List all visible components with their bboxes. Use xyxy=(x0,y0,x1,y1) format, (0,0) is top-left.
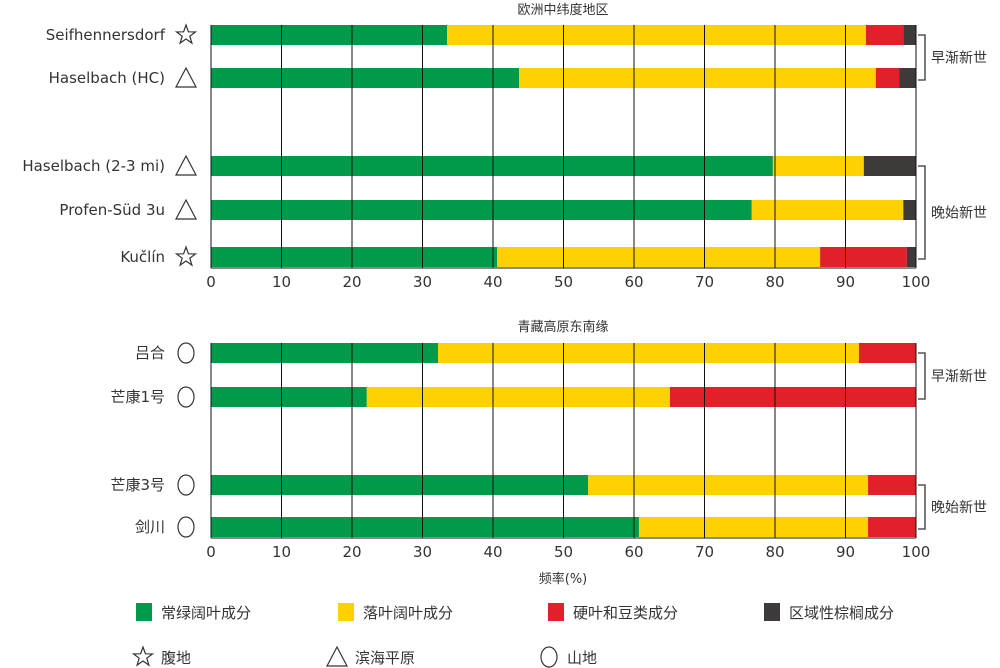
bar-segment-evergreen xyxy=(211,200,752,220)
bar-segment-sclerophyll xyxy=(868,475,916,495)
x-tick-label: 90 xyxy=(836,543,855,561)
bar-segment-evergreen xyxy=(211,25,448,45)
x-axis-label: 频率(%) xyxy=(539,571,588,587)
bar-segment-palm xyxy=(899,68,916,88)
bar-segment-deciduous xyxy=(447,25,866,45)
star-icon xyxy=(131,645,155,667)
legend-marker-label: 山地 xyxy=(567,649,597,667)
x-tick-label: 30 xyxy=(413,273,432,291)
triangle-icon xyxy=(175,66,197,88)
x-tick-label: 10 xyxy=(272,543,291,561)
x-tick-label: 100 xyxy=(902,273,931,291)
category-label: Haselbach (HC) xyxy=(49,69,165,87)
triangle-icon xyxy=(175,198,197,220)
legend-swatch-deciduous xyxy=(338,603,354,621)
bar-segment-evergreen xyxy=(211,517,639,537)
category-label: 吕合 xyxy=(135,344,165,362)
x-tick-label: 10 xyxy=(272,273,291,291)
bar-segment-deciduous xyxy=(519,68,876,88)
group-label: 早渐新世 xyxy=(931,51,987,67)
bar-segment-evergreen xyxy=(211,387,367,407)
bar-segment-sclerophyll xyxy=(669,387,916,407)
bar-segment-deciduous xyxy=(497,247,821,267)
bar-segment-deciduous xyxy=(366,387,670,407)
bar-segment-sclerophyll xyxy=(858,343,916,363)
bar-segment-evergreen xyxy=(211,475,589,495)
legend-marker-label: 腹地 xyxy=(161,649,191,667)
group-label: 晚始新世 xyxy=(931,500,987,516)
bar-segment-evergreen xyxy=(211,247,498,267)
category-label: Kučlín xyxy=(120,248,165,266)
legend-label: 硬叶和豆类成分 xyxy=(573,604,678,622)
x-tick-label: 100 xyxy=(902,543,931,561)
x-tick-label: 30 xyxy=(413,543,432,561)
chart-title: 青藏高原东南缘 xyxy=(517,319,608,335)
bar-segment-deciduous xyxy=(751,200,904,220)
x-tick-label: 20 xyxy=(342,273,361,291)
legend-swatch-evergreen xyxy=(136,603,152,621)
bar-segment-sclerophyll xyxy=(875,68,900,88)
circle-icon xyxy=(177,474,195,496)
group-bracket xyxy=(918,165,926,260)
triangle-icon xyxy=(175,154,197,176)
x-tick-label: 40 xyxy=(483,273,502,291)
chart-title: 欧洲中纬度地区 xyxy=(517,2,608,18)
legend-swatch-sclerophyll xyxy=(548,603,564,621)
x-tick-label: 70 xyxy=(695,273,714,291)
category-label: Profen-Süd 3u xyxy=(59,201,165,219)
group-label: 晚始新世 xyxy=(931,206,987,222)
bar-segment-palm xyxy=(863,156,916,176)
x-tick-label: 90 xyxy=(836,273,855,291)
group-bracket xyxy=(918,352,926,400)
bar-segment-evergreen xyxy=(211,156,773,176)
legend-label: 区域性棕榈成分 xyxy=(789,604,894,622)
category-label: 芒康3号 xyxy=(110,476,165,494)
category-label: Seifhennersdorf xyxy=(46,26,166,44)
circle-icon xyxy=(177,342,195,364)
legend-marker-label: 滨海平原 xyxy=(355,649,415,667)
circle-icon xyxy=(540,646,558,668)
category-label: Haselbach (2-3 mi) xyxy=(22,157,165,175)
group-label: 早渐新世 xyxy=(931,369,987,385)
bar-segment-evergreen xyxy=(211,68,520,88)
category-label: 剑川 xyxy=(135,518,165,536)
bar-segment-deciduous xyxy=(772,156,864,176)
circle-icon xyxy=(177,386,195,408)
group-bracket xyxy=(918,34,926,81)
x-tick-label: 0 xyxy=(206,543,216,561)
bar-segment-sclerophyll xyxy=(865,25,904,45)
bar-segment-palm xyxy=(906,247,916,267)
bar-segment-palm xyxy=(903,200,916,220)
x-tick-label: 70 xyxy=(695,543,714,561)
x-tick-label: 60 xyxy=(624,543,643,561)
x-tick-label: 80 xyxy=(765,273,784,291)
legend-swatch-palm xyxy=(764,603,780,621)
category-label: 芒康1号 xyxy=(110,388,165,406)
legend-label: 常绿阔叶成分 xyxy=(161,604,251,622)
group-bracket xyxy=(918,484,926,530)
bar-segment-deciduous xyxy=(638,517,869,537)
bar-segment-evergreen xyxy=(211,343,439,363)
bar-segment-deciduous xyxy=(588,475,869,495)
star-icon xyxy=(174,245,198,267)
x-tick-label: 50 xyxy=(554,273,573,291)
x-tick-label: 50 xyxy=(554,543,573,561)
triangle-icon xyxy=(326,645,348,667)
bar-segment-deciduous xyxy=(438,343,859,363)
circle-icon xyxy=(177,516,195,538)
legend-label: 落叶阔叶成分 xyxy=(363,604,453,622)
x-tick-label: 0 xyxy=(206,273,216,291)
x-tick-label: 40 xyxy=(483,543,502,561)
x-tick-label: 60 xyxy=(624,273,643,291)
x-tick-label: 80 xyxy=(765,543,784,561)
star-icon xyxy=(174,23,198,45)
bar-segment-palm xyxy=(903,25,916,45)
x-tick-label: 20 xyxy=(342,543,361,561)
bar-segment-sclerophyll xyxy=(868,517,916,537)
bar-segment-sclerophyll xyxy=(820,247,907,267)
